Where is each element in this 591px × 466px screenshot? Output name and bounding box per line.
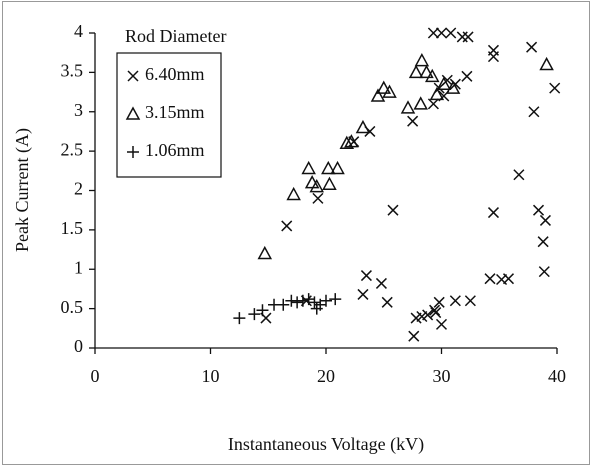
point xyxy=(427,27,439,39)
point xyxy=(330,160,345,175)
point xyxy=(382,84,397,98)
y-tick-label: 0 xyxy=(74,336,83,356)
legend-marker xyxy=(127,146,139,158)
point xyxy=(387,204,399,216)
point xyxy=(435,27,448,39)
point xyxy=(538,266,550,278)
point xyxy=(539,214,551,226)
point xyxy=(322,176,337,190)
point xyxy=(344,134,359,148)
point xyxy=(414,52,430,67)
x-tick-label: 10 xyxy=(202,366,220,386)
point xyxy=(309,178,325,193)
point xyxy=(339,135,355,149)
point xyxy=(445,80,461,94)
point xyxy=(277,298,290,311)
point xyxy=(248,308,261,321)
point xyxy=(528,106,540,118)
point xyxy=(301,160,316,175)
point xyxy=(532,204,545,216)
point xyxy=(357,288,369,300)
point xyxy=(286,186,301,201)
y-axis-label: Peak Current (A) xyxy=(12,128,33,252)
point xyxy=(449,295,461,307)
legend-label: 6.40mm xyxy=(145,64,205,84)
y-tick-label: 3 xyxy=(74,100,83,120)
point xyxy=(456,31,468,43)
point xyxy=(285,294,298,307)
point xyxy=(487,207,500,219)
y-tick-label: 2 xyxy=(74,179,83,199)
point xyxy=(502,273,515,285)
point xyxy=(461,70,473,82)
point xyxy=(435,318,448,330)
x-axis-label: Instantaneous Voltage (kV) xyxy=(228,434,424,455)
point xyxy=(296,294,309,307)
point xyxy=(539,56,554,71)
point xyxy=(419,64,434,79)
legend-title: Rod Diameter xyxy=(125,26,226,46)
y-tick-label: 1 xyxy=(74,257,83,277)
point xyxy=(484,273,496,285)
point xyxy=(526,41,538,53)
point xyxy=(256,304,269,317)
point xyxy=(430,307,442,319)
point xyxy=(462,31,474,43)
point xyxy=(549,82,561,94)
point xyxy=(408,330,420,342)
y-tick-label: 4 xyxy=(74,21,83,41)
point xyxy=(329,293,342,306)
point xyxy=(355,119,371,134)
point xyxy=(449,78,461,90)
point xyxy=(408,64,424,79)
point xyxy=(445,27,457,39)
point xyxy=(302,293,315,306)
point xyxy=(513,169,525,181)
point xyxy=(429,86,445,101)
point xyxy=(360,270,372,282)
point xyxy=(312,192,324,204)
x-tick-label: 40 xyxy=(548,366,566,386)
point xyxy=(320,294,332,307)
x-tick-label: 20 xyxy=(317,366,335,386)
legend-box xyxy=(116,52,222,178)
point xyxy=(433,296,445,308)
point xyxy=(370,88,386,102)
legend-marker xyxy=(127,70,139,82)
point xyxy=(321,160,336,175)
point xyxy=(429,304,441,316)
point xyxy=(376,80,392,94)
point xyxy=(464,295,476,307)
legend-label: 3.15mm xyxy=(145,102,205,122)
point xyxy=(281,220,293,232)
y-tick-label: 1.5 xyxy=(61,218,84,238)
point xyxy=(413,96,428,110)
point xyxy=(407,115,419,127)
point xyxy=(422,309,434,321)
point xyxy=(436,76,452,90)
point xyxy=(310,302,323,315)
legend-marker xyxy=(125,106,141,120)
point xyxy=(233,312,246,325)
point xyxy=(308,296,321,309)
legend-label: 1.06mm xyxy=(145,140,205,160)
point xyxy=(400,100,416,114)
x-tick-label: 30 xyxy=(433,366,451,386)
point xyxy=(537,236,549,248)
x-tick-label: 0 xyxy=(91,366,100,386)
y-tick-label: 0.5 xyxy=(61,297,84,317)
point xyxy=(291,296,304,309)
point xyxy=(424,68,440,83)
y-tick-label: 2.5 xyxy=(61,139,84,159)
point xyxy=(257,245,273,260)
point xyxy=(487,51,500,63)
point xyxy=(375,277,387,289)
point xyxy=(427,98,439,110)
y-tick-label: 3.5 xyxy=(61,61,84,81)
point xyxy=(381,296,393,308)
